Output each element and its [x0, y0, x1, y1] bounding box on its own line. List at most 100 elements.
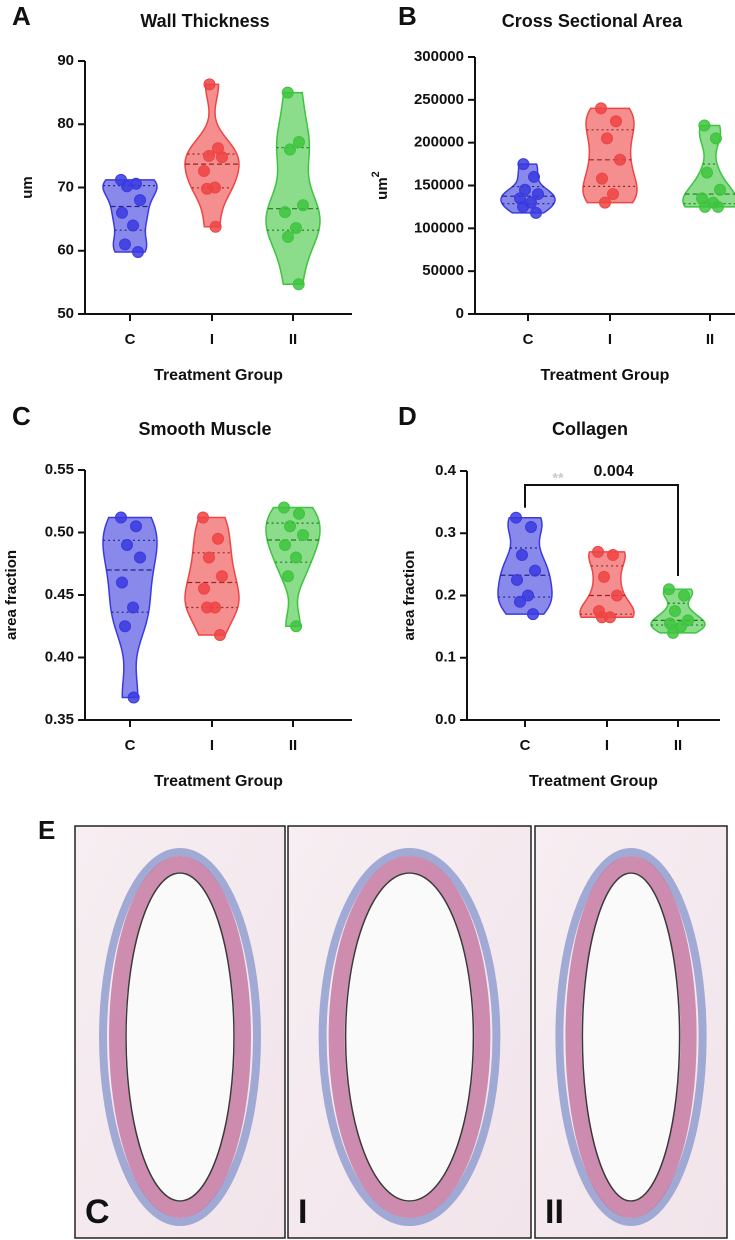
micrograph-label: I	[298, 1193, 307, 1231]
data-point	[592, 545, 604, 558]
y-tick-label: 250000	[414, 91, 464, 108]
data-point	[598, 570, 610, 583]
panel-label: B	[398, 1, 417, 31]
data-point	[209, 220, 222, 233]
data-point	[528, 170, 540, 183]
y-tick-label: 0.3	[435, 524, 456, 541]
data-point	[516, 549, 528, 562]
data-point	[527, 608, 539, 621]
violin	[682, 124, 735, 208]
data-point	[290, 551, 302, 564]
data-point	[669, 605, 681, 618]
data-point	[281, 86, 294, 99]
x-tick-label: I	[210, 331, 214, 348]
data-point	[134, 194, 146, 207]
x-axis-label: Treatment Group	[541, 367, 670, 384]
data-point	[611, 589, 623, 602]
data-point	[607, 188, 619, 201]
x-tick-label: C	[125, 737, 136, 754]
y-tick-label: 0.45	[45, 586, 74, 603]
data-point	[203, 78, 216, 91]
p-value: 0.004	[593, 463, 633, 480]
data-point	[297, 529, 309, 541]
data-point	[115, 511, 127, 524]
data-point	[709, 132, 722, 145]
panel-label: C	[12, 401, 31, 431]
vessel-lumen	[125, 872, 235, 1202]
chart-title: Collagen	[552, 419, 628, 439]
y-tick-label: 60	[57, 242, 74, 259]
y-tick-label: 0.50	[45, 523, 74, 540]
data-point	[701, 166, 713, 179]
data-point	[216, 570, 228, 583]
data-point	[607, 549, 619, 562]
micrograph-label: C	[85, 1193, 110, 1231]
data-point	[214, 629, 226, 641]
x-tick-label: I	[605, 737, 609, 754]
data-point	[517, 158, 530, 171]
data-point	[522, 589, 534, 602]
x-tick-label: C	[125, 331, 136, 348]
panel-label: E	[38, 815, 55, 845]
data-point	[278, 501, 290, 514]
data-point	[201, 182, 213, 195]
data-point	[699, 200, 711, 213]
data-point	[116, 206, 128, 219]
vessel-lumen	[344, 872, 475, 1202]
data-point	[712, 200, 724, 213]
vessel-media	[109, 855, 251, 1219]
x-tick-label: C	[520, 737, 531, 754]
violin	[582, 107, 638, 204]
x-tick-label: C	[523, 331, 534, 348]
y-tick-label: 80	[57, 115, 74, 132]
y-tick-label: 0.40	[45, 648, 74, 665]
chart-title: Wall Thickness	[140, 11, 269, 31]
violin	[184, 516, 240, 636]
vessel-adventitia	[99, 847, 261, 1227]
panel-label: A	[12, 1, 31, 31]
data-point	[119, 238, 131, 251]
data-point	[198, 165, 210, 178]
data-point	[116, 576, 128, 589]
data-point	[132, 246, 144, 259]
data-point	[517, 200, 529, 213]
y-axis-label-base: um	[374, 177, 391, 200]
y-tick-label: 0.35	[45, 711, 74, 728]
data-point	[134, 551, 146, 564]
vessel-media	[565, 855, 697, 1219]
data-point	[290, 221, 302, 234]
vessel-lumen	[581, 872, 681, 1202]
y-tick-label: 200000	[414, 134, 464, 151]
y-tick-label: 0	[456, 305, 464, 322]
data-point	[614, 153, 626, 166]
data-point	[529, 564, 541, 577]
data-point	[595, 102, 607, 115]
y-axis-label: um2	[370, 171, 391, 200]
data-point	[675, 620, 687, 633]
y-tick-label: 0.55	[45, 461, 74, 478]
x-tick-label: II	[706, 331, 714, 348]
y-tick-label: 0.2	[435, 586, 456, 603]
data-point	[127, 219, 139, 232]
data-point	[197, 511, 210, 524]
x-tick-label: II	[289, 331, 297, 348]
data-point	[292, 278, 305, 291]
y-axis-label: area fraction	[3, 550, 20, 640]
data-point	[599, 196, 611, 209]
y-tick-label: 300000	[414, 48, 464, 65]
violin	[265, 91, 321, 286]
data-point	[198, 582, 210, 595]
y-axis-label: area fraction	[401, 550, 418, 640]
y-tick-label: 0.1	[435, 649, 456, 666]
data-point	[596, 611, 608, 624]
data-point	[290, 620, 303, 633]
x-tick-label: II	[289, 737, 297, 754]
data-point	[284, 520, 296, 533]
vessel-adventitia	[555, 847, 707, 1227]
x-axis-label: Treatment Group	[154, 773, 283, 790]
data-point	[279, 206, 291, 219]
x-tick-label: II	[674, 737, 682, 754]
x-tick-label: I	[210, 737, 214, 754]
data-point	[121, 539, 133, 551]
